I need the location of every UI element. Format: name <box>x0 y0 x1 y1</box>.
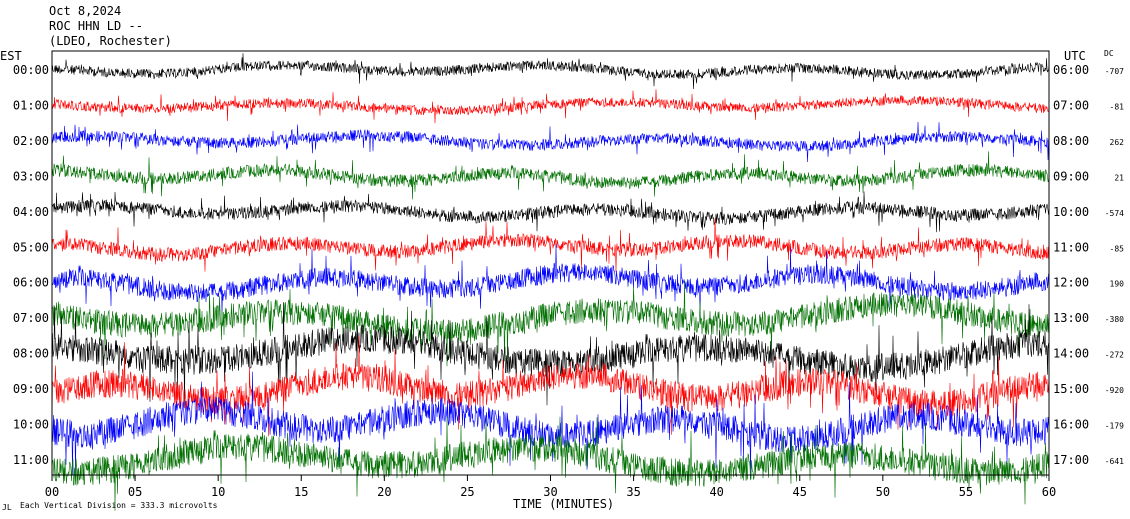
x-tick-label: 35 <box>626 485 640 499</box>
x-axis-title: TIME (MINUTES) <box>513 497 614 511</box>
trace-1000 <box>51 371 1050 479</box>
utc-hour-label: 10:00 <box>1053 205 1089 219</box>
dc-offset-value: -85 <box>1110 244 1125 253</box>
utc-hour-label: 06:00 <box>1053 63 1089 77</box>
dc-offset-value: -574 <box>1105 209 1124 218</box>
est-hour-label: 07:00 <box>13 311 49 325</box>
footer-note: Each Vertical Division = 333.3 microvolt… <box>20 501 218 510</box>
est-hour-label: 04:00 <box>13 205 49 219</box>
dc-offset-value: 21 <box>1114 173 1124 182</box>
utc-hour-label: 07:00 <box>1053 98 1089 112</box>
trace-0500 <box>51 218 1050 273</box>
x-tick-label: 60 <box>1042 485 1056 499</box>
x-tick-label: 45 <box>793 485 807 499</box>
est-hour-label: 00:00 <box>13 63 49 77</box>
x-tick-label: 20 <box>377 485 391 499</box>
est-hour-label: 02:00 <box>13 134 49 148</box>
utc-axis-label: UTC <box>1064 49 1086 63</box>
utc-hour-label: 12:00 <box>1053 276 1089 290</box>
trace-0800 <box>51 302 1050 406</box>
dc-offset-value: -380 <box>1105 315 1124 324</box>
dc-offset-value: 262 <box>1110 138 1125 147</box>
trace-0700 <box>51 279 1050 367</box>
est-hour-label: 06:00 <box>13 276 49 290</box>
utc-hour-label: 14:00 <box>1053 347 1089 361</box>
dc-offset-value: -179 <box>1105 422 1124 431</box>
est-hour-label: 10:00 <box>13 418 49 432</box>
dc-offset-value: 190 <box>1110 280 1125 289</box>
est-hour-label: 08:00 <box>13 347 49 361</box>
utc-hour-label: 15:00 <box>1053 382 1089 396</box>
trace-0100 <box>51 89 1050 124</box>
x-tick-label: 15 <box>294 485 308 499</box>
x-tick-label: 50 <box>876 485 890 499</box>
y-axis-labels: 00:00 06:00 -707 01:00 07:00 -81 02:00 08:00 262… <box>13 63 1124 467</box>
x-tick-label: 55 <box>959 485 973 499</box>
dc-offset-value: -272 <box>1105 351 1124 360</box>
utc-hour-label: 09:00 <box>1053 169 1089 183</box>
utc-hour-label: 17:00 <box>1053 453 1089 467</box>
utc-hour-label: 08:00 <box>1053 134 1089 148</box>
est-hour-label: 03:00 <box>13 169 49 183</box>
x-tick-label: 40 <box>709 485 723 499</box>
trace-0600 <box>51 243 1050 317</box>
x-tick-label: 30 <box>543 485 557 499</box>
trace-0400 <box>51 191 1050 233</box>
header-station: ROC HHN LD -- <box>49 19 143 33</box>
x-tick-label: 00 <box>45 485 59 499</box>
est-axis-label: EST <box>0 49 22 63</box>
plot-frame <box>51 50 1050 476</box>
x-axis-ticks: 00 05 10 15 20 25 30 35 40 45 50 55 60 <box>45 475 1056 499</box>
est-hour-label: 09:00 <box>13 382 49 396</box>
dc-axis-label: DC <box>1104 49 1114 58</box>
header-date: Oct 8,2024 <box>49 4 122 18</box>
utc-hour-label: 11:00 <box>1053 240 1089 254</box>
header-network: (LDEO, Rochester) <box>49 34 172 48</box>
dc-offset-value: -641 <box>1105 457 1124 466</box>
est-hour-label: 01:00 <box>13 98 49 112</box>
x-tick-label: 25 <box>460 485 474 499</box>
trace-0000 <box>51 53 1050 90</box>
utc-hour-label: 16:00 <box>1053 418 1089 432</box>
dc-offset-value: -920 <box>1105 386 1124 395</box>
trace-0200 <box>51 121 1050 163</box>
seismic-traces <box>51 53 1050 511</box>
est-hour-label: 11:00 <box>13 453 49 467</box>
dc-offset-value: -707 <box>1105 67 1124 76</box>
x-tick-label: 05 <box>128 485 142 499</box>
trace-0900 <box>51 335 1050 437</box>
x-tick-label: 10 <box>211 485 225 499</box>
corner-mark: JL <box>2 503 12 512</box>
trace-0300 <box>51 151 1050 200</box>
trace-1100 <box>51 416 1050 511</box>
dc-offset-value: -81 <box>1110 102 1125 111</box>
est-hour-label: 05:00 <box>13 240 49 254</box>
utc-hour-label: 13:00 <box>1053 311 1089 325</box>
